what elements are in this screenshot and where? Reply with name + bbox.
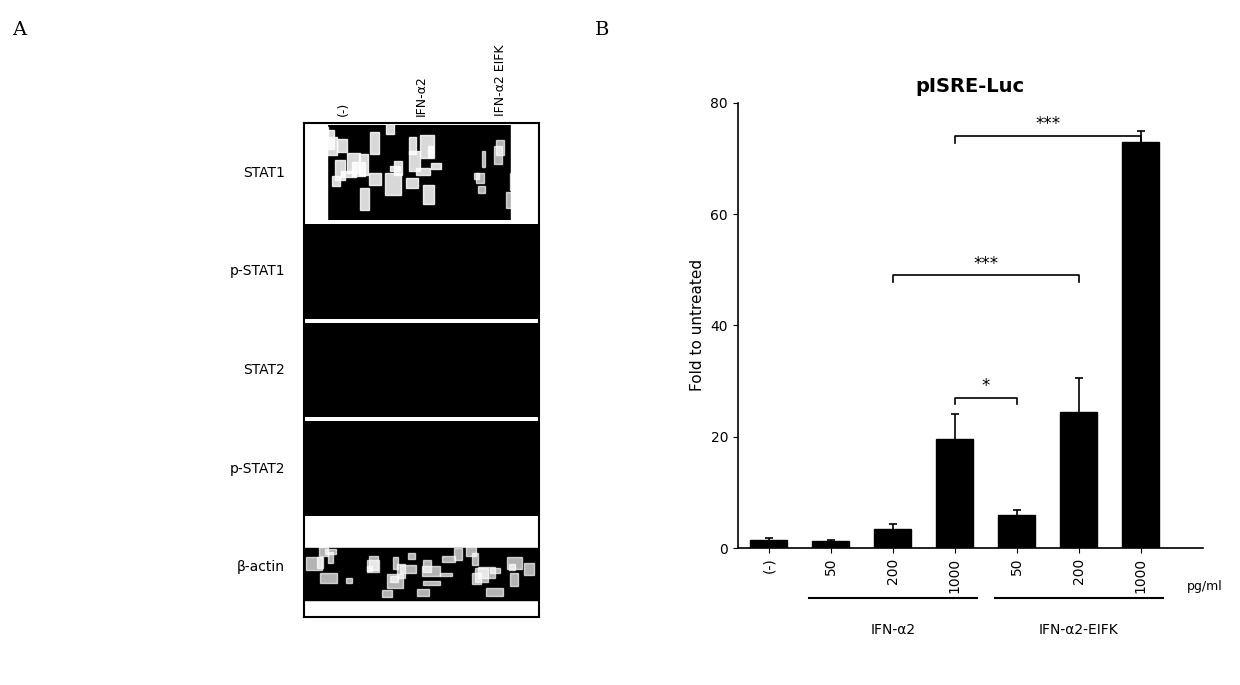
Bar — [430, 163, 441, 169]
Text: IFN-α2: IFN-α2 — [870, 623, 915, 637]
Bar — [306, 557, 322, 570]
Bar — [304, 125, 327, 220]
Bar — [936, 440, 973, 548]
Bar — [409, 137, 415, 154]
Bar — [409, 151, 419, 171]
Bar — [423, 185, 434, 204]
Bar — [370, 173, 382, 185]
Text: B: B — [595, 21, 610, 38]
Text: ***: *** — [973, 255, 998, 273]
Text: STAT2: STAT2 — [243, 363, 285, 377]
Text: IFN-α2-EIFK: IFN-α2-EIFK — [1039, 623, 1118, 637]
Text: IFN-α2: IFN-α2 — [415, 76, 428, 116]
Bar — [329, 551, 334, 563]
Bar — [525, 562, 534, 575]
Bar — [417, 588, 429, 596]
Bar — [422, 566, 440, 575]
Bar — [475, 568, 489, 582]
Bar — [325, 549, 336, 554]
Bar — [304, 548, 539, 600]
Bar — [386, 173, 402, 195]
Bar — [454, 548, 463, 560]
Bar — [346, 578, 352, 583]
Bar — [472, 573, 481, 584]
Text: β-actin: β-actin — [237, 560, 285, 574]
Bar — [408, 553, 415, 559]
Bar — [325, 130, 335, 149]
Bar — [510, 573, 517, 586]
Bar — [332, 175, 340, 186]
Bar — [415, 168, 430, 175]
Bar — [335, 160, 345, 180]
Bar — [494, 147, 502, 164]
Bar — [370, 132, 379, 154]
Bar — [401, 565, 415, 573]
Bar — [337, 139, 346, 152]
Text: STAT1: STAT1 — [243, 166, 285, 179]
Bar — [474, 173, 480, 179]
Bar — [391, 576, 398, 582]
Bar — [391, 166, 401, 171]
Bar — [472, 553, 477, 565]
Bar — [382, 590, 392, 597]
Bar — [482, 151, 485, 167]
Bar — [998, 514, 1035, 548]
Y-axis label: Fold to untreated: Fold to untreated — [689, 260, 704, 391]
Text: ***: *** — [1035, 115, 1060, 134]
Bar — [423, 582, 440, 585]
Bar — [428, 147, 434, 157]
Bar — [479, 186, 485, 193]
Bar — [477, 567, 496, 578]
Bar — [320, 573, 336, 583]
Bar — [750, 540, 787, 548]
Bar — [874, 529, 911, 548]
Bar — [1122, 142, 1159, 548]
Bar — [507, 557, 522, 569]
Bar — [496, 140, 505, 155]
Bar — [352, 162, 366, 176]
Bar — [317, 558, 322, 568]
Bar — [1060, 412, 1097, 548]
Title: pISRE-Luc: pISRE-Luc — [915, 77, 1025, 96]
Bar — [341, 171, 356, 177]
Bar — [347, 153, 360, 173]
Bar — [360, 154, 368, 175]
Bar — [510, 564, 515, 570]
Text: IFN-α2 EIFK: IFN-α2 EIFK — [494, 45, 507, 116]
Bar — [387, 119, 394, 134]
Bar — [407, 179, 418, 188]
Bar — [511, 125, 539, 220]
Bar — [812, 541, 849, 548]
Bar — [394, 162, 402, 175]
Bar — [441, 556, 455, 562]
Text: (-): (-) — [336, 102, 350, 116]
Bar — [476, 173, 484, 184]
Bar — [506, 192, 512, 208]
Text: p-STAT2: p-STAT2 — [229, 462, 285, 475]
Bar — [490, 569, 500, 573]
Bar — [320, 127, 329, 140]
Bar — [368, 556, 378, 570]
Bar — [326, 137, 337, 155]
Text: A: A — [12, 21, 26, 38]
Bar — [420, 135, 434, 158]
Bar — [440, 573, 453, 576]
Bar — [361, 188, 368, 210]
Bar — [486, 588, 502, 596]
Bar — [466, 545, 476, 556]
Bar — [367, 560, 378, 572]
Bar — [510, 173, 513, 190]
Bar — [319, 547, 327, 556]
Text: pg/ml: pg/ml — [1188, 580, 1223, 593]
Text: *: * — [982, 377, 990, 395]
Bar — [367, 566, 372, 571]
Text: p-STAT1: p-STAT1 — [229, 264, 285, 278]
Bar — [423, 560, 432, 571]
Bar — [397, 564, 405, 578]
Bar — [387, 575, 403, 588]
Bar — [393, 557, 398, 569]
